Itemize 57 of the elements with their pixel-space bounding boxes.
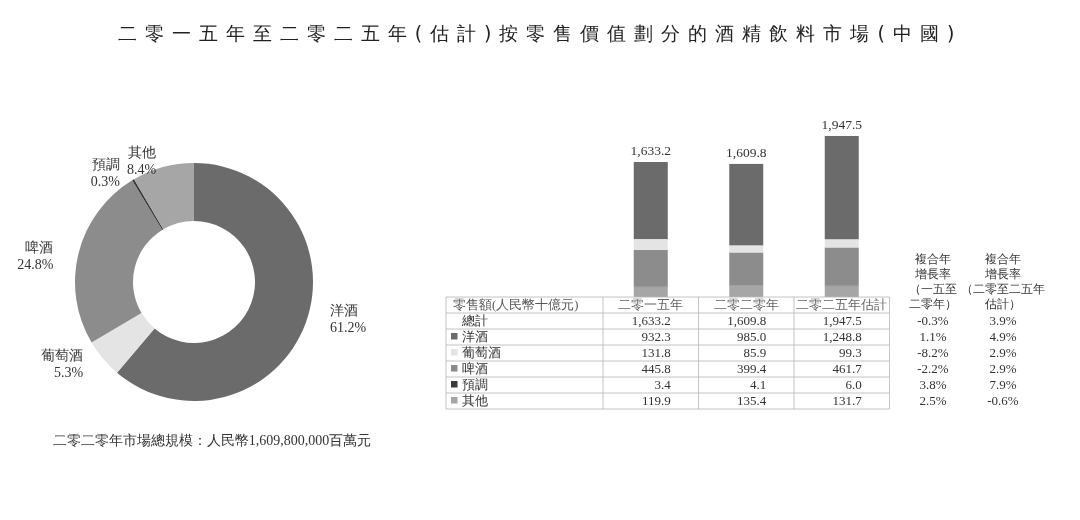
text: 2.9% (989, 345, 1017, 360)
text: -8.2% (917, 345, 949, 360)
data-label: 131.8 (641, 345, 671, 360)
slice-label: 啤酒 (25, 239, 54, 255)
data-label: 932.3 (641, 329, 671, 344)
text: 3.8% (919, 377, 947, 392)
text: 複合年增長率（二零至二五年估計） (961, 252, 1045, 311)
text: -2.2% (917, 361, 949, 376)
data-label: 61.2% (330, 320, 367, 336)
data-label: 85.9 (743, 345, 767, 360)
text: 1,633.2 (631, 313, 671, 328)
data-label: 0.3% (90, 173, 121, 189)
text: 二零一五年至二零二五年(估計)按零售價值劃分的酒精飲料市場(中國) (117, 22, 963, 44)
data-label: 5.3% (53, 365, 84, 381)
total-label: 1,633.2 (630, 142, 671, 158)
text: 4.9% (989, 329, 1017, 344)
text: -0.3% (917, 313, 949, 328)
total-label: 1,947.5 (821, 117, 863, 132)
legend-label: 葡萄酒 (462, 345, 501, 360)
data-label: 461.7 (832, 361, 863, 376)
legend-label: 其他 (462, 393, 488, 408)
data-label: 4.1 (750, 377, 767, 392)
text: -0.6% (987, 393, 1019, 408)
data-label: 135.4 (737, 393, 767, 408)
data-label: 119.9 (641, 393, 671, 408)
data-label: 445.8 (641, 361, 671, 376)
data-label: 1,248.8 (822, 329, 862, 344)
slice-label: 預調 (91, 156, 120, 172)
legend-label: 洋酒 (462, 329, 488, 344)
data-label: 985.0 (737, 329, 767, 344)
x-tick-label: 二零二零年 (713, 298, 779, 312)
text: 二零二零年市場總規模：人民幣1,609,800,000百萬元 (52, 433, 372, 448)
text: 2.5% (919, 393, 947, 408)
data-label: 3.4 (654, 377, 672, 392)
text: 2.9% (989, 361, 1017, 376)
slice-label: 葡萄酒 (41, 348, 84, 364)
data-label: 24.8% (17, 256, 54, 272)
slice-label: 其他 (128, 145, 157, 161)
legend-label: 預調 (462, 377, 488, 392)
text: 3.9% (989, 313, 1017, 328)
data-label: 99.3 (839, 345, 862, 360)
x-tick-label: 二零二五年估計 (796, 298, 888, 312)
text: 複合年增長率（一五至二零年） (909, 252, 957, 311)
data-label: 131.7 (832, 393, 863, 408)
text: 總計 (461, 313, 488, 328)
data-label: 8.4% (127, 162, 157, 178)
slice-label: 洋酒 (330, 303, 359, 319)
data-label: 6.0 (845, 377, 862, 392)
legend-label: 啤酒 (462, 361, 488, 376)
x-tick-label: 二零一五年 (618, 298, 684, 312)
text: 1.1% (919, 329, 947, 344)
text: 1,947.5 (822, 313, 862, 328)
data-label: 399.4 (737, 361, 767, 376)
text: 7.9% (989, 377, 1017, 392)
total-label: 1,609.8 (726, 144, 767, 160)
text: 1,609.8 (727, 313, 767, 328)
y-axis-title: 零售額(人民幣十億元) (453, 298, 579, 312)
